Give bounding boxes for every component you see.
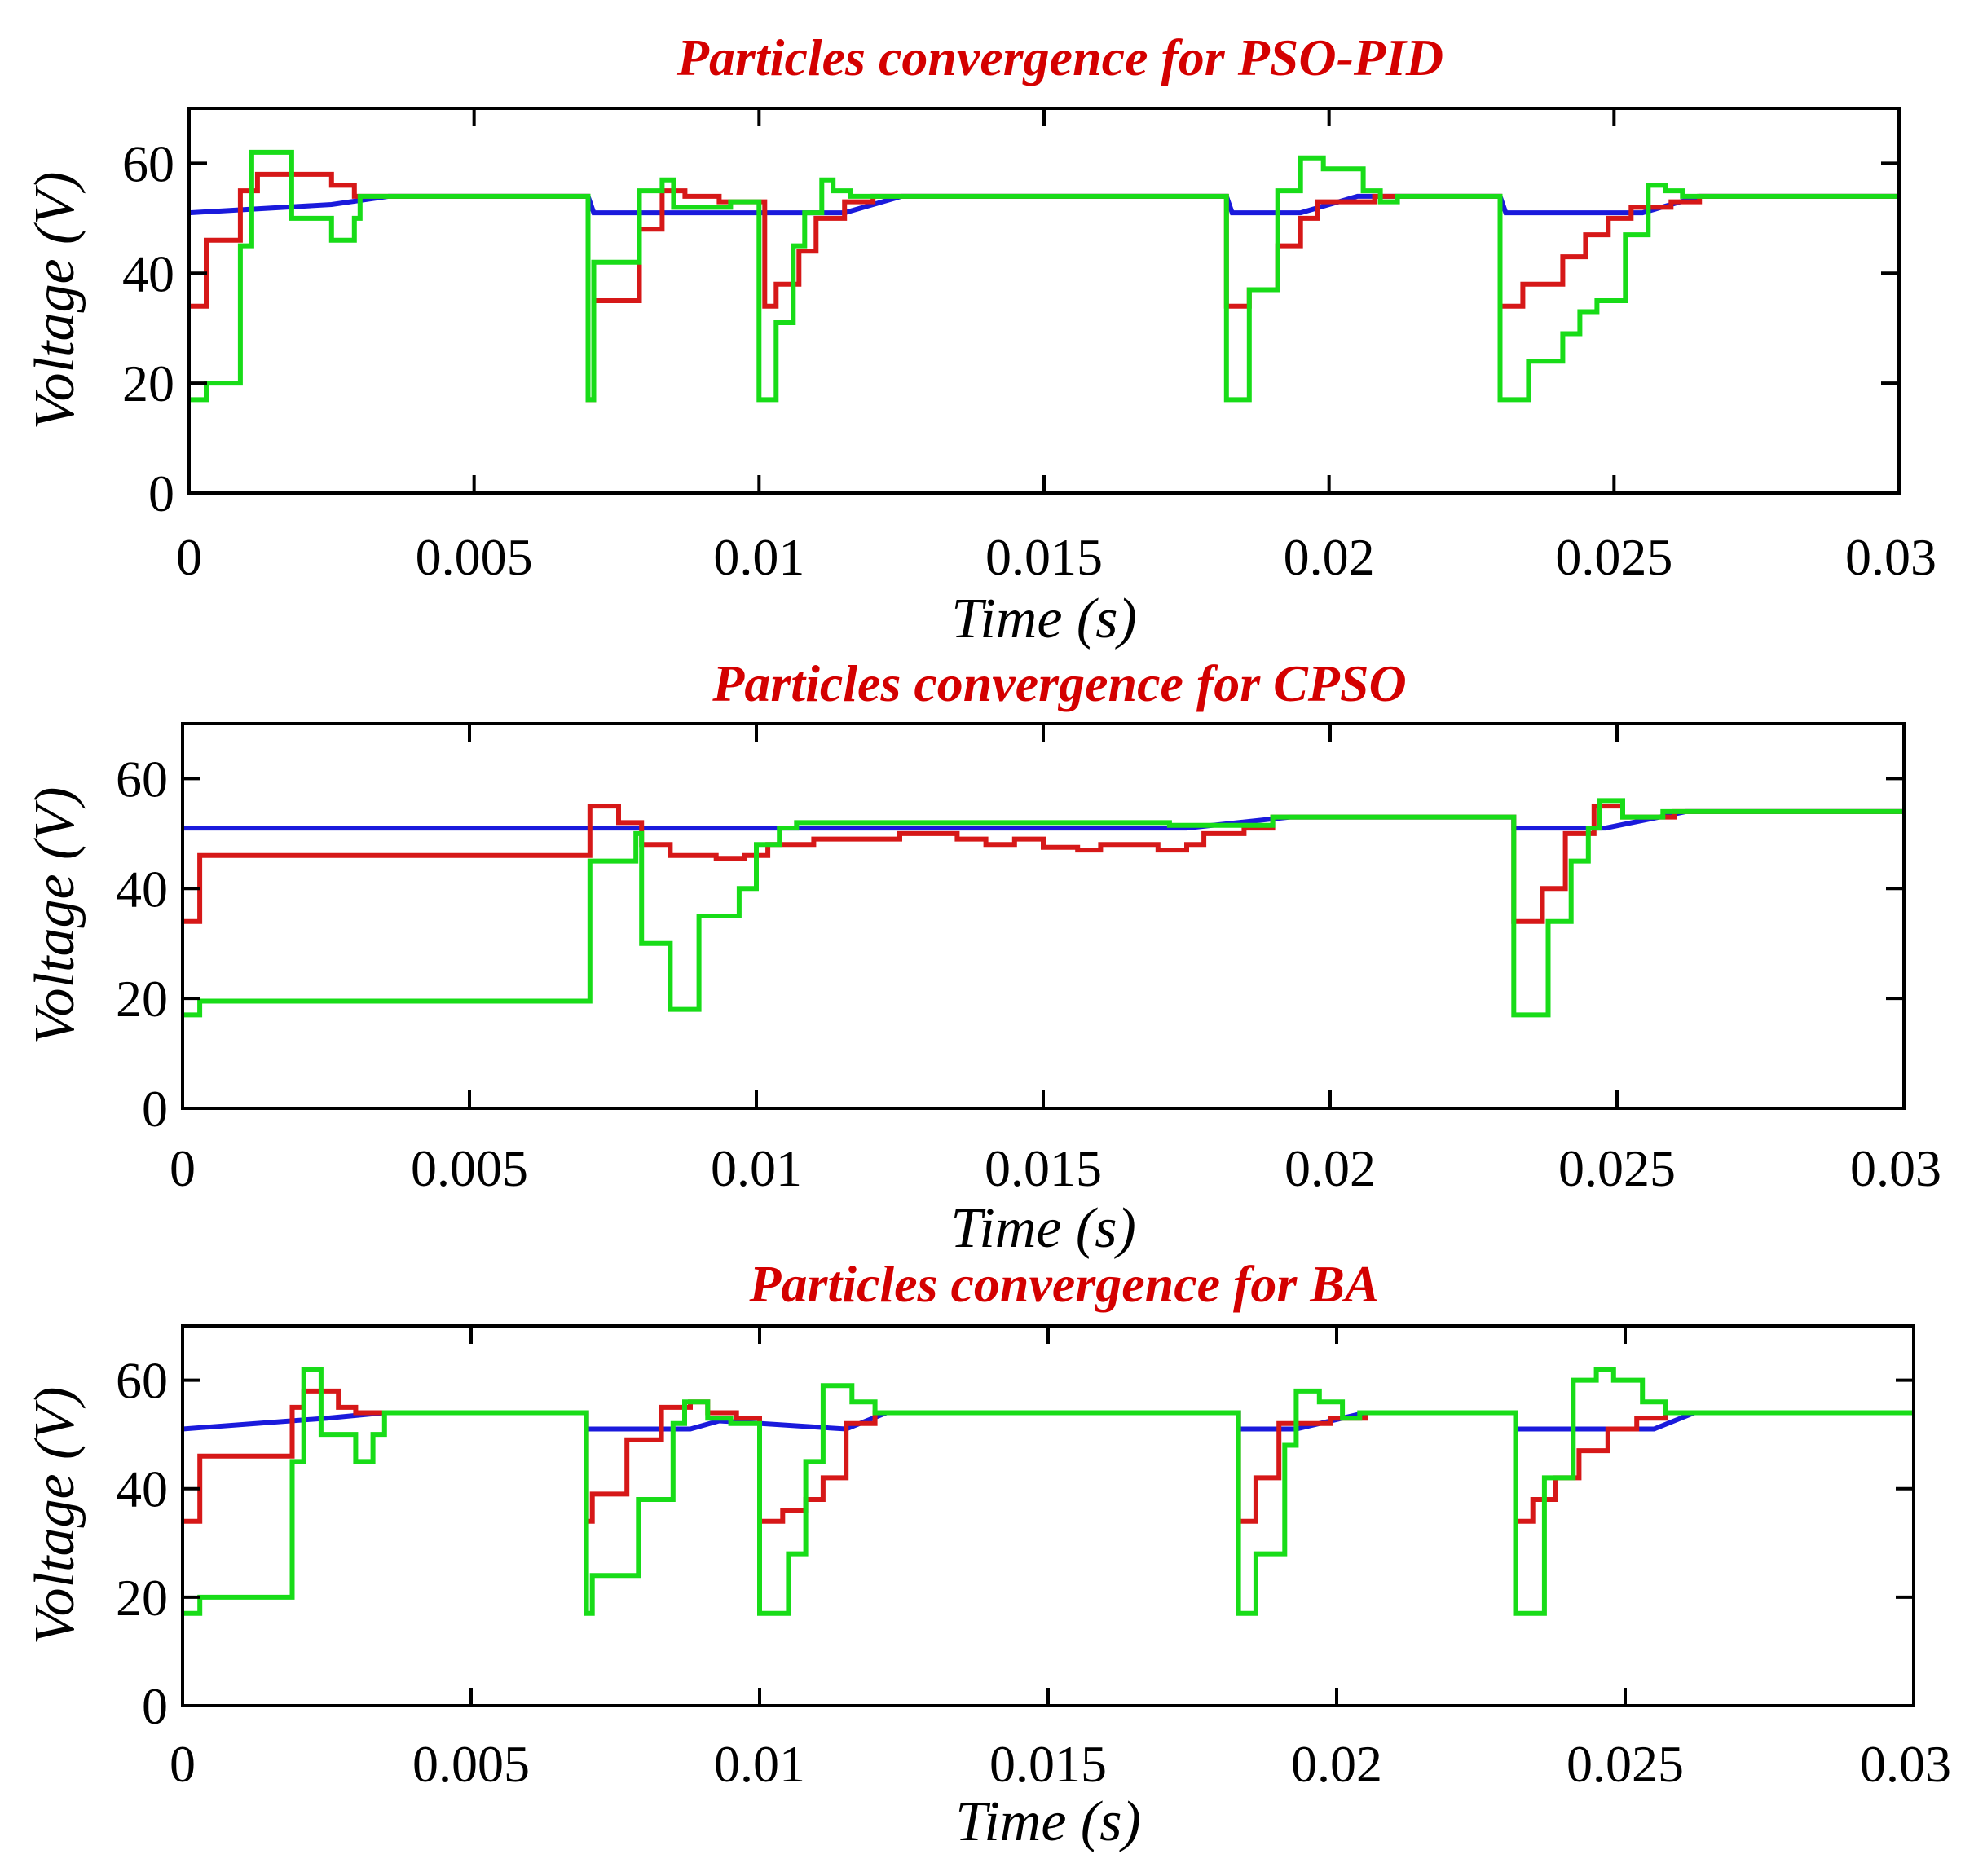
x-tick-label: 0.03 bbox=[1850, 1139, 1941, 1197]
y-tick-label: 60 bbox=[116, 1352, 168, 1410]
y-tick-label: 20 bbox=[122, 355, 174, 412]
chart-panel-1: Particles convergence for PSO-PID 0 20 40 60… bbox=[24, 29, 1937, 650]
series-line-green bbox=[183, 1367, 1914, 1616]
y-tick-label: 40 bbox=[116, 1460, 168, 1518]
plot-frame bbox=[181, 722, 1906, 1110]
y-tick-label: 20 bbox=[116, 970, 168, 1028]
chart-title: Particles convergence for PSO-PID bbox=[676, 29, 1443, 86]
x-tick-label: 0.03 bbox=[1860, 1735, 1951, 1793]
series-line-blue bbox=[183, 808, 1904, 831]
y-tick-label: 0 bbox=[148, 465, 174, 522]
x-tick-label: 0.02 bbox=[1284, 1139, 1376, 1197]
x-tick-label: 0.025 bbox=[1566, 1735, 1684, 1793]
x-axis-label: Time (s) bbox=[950, 1197, 1136, 1260]
y-axis-label: Voltage (V) bbox=[24, 1387, 86, 1645]
series-line-red bbox=[189, 171, 1899, 403]
chart-panel-2: Particles convergence for CPSO 0 20 40 60 0 0.… bbox=[24, 654, 1941, 1260]
chart-panel-3: Particles convergence for BA 0 20 40 60 0 0.00… bbox=[24, 1255, 1951, 1853]
x-tick-label: 0.015 bbox=[985, 528, 1103, 586]
y-tick-label: 20 bbox=[116, 1569, 168, 1627]
plot-frame bbox=[181, 1324, 1915, 1707]
x-tick-label: 0 bbox=[170, 1139, 196, 1197]
x-tick-label: 0 bbox=[176, 528, 202, 586]
y-tick-label: 0 bbox=[142, 1677, 168, 1735]
x-tick-label: 0.01 bbox=[713, 528, 804, 586]
chart-title: Particles convergence for CPSO bbox=[712, 654, 1406, 712]
y-tick-label: 60 bbox=[116, 750, 168, 808]
chart-title: Particles convergence for BA bbox=[748, 1255, 1379, 1313]
series-line-green bbox=[183, 798, 1904, 1018]
series-line-blue bbox=[189, 193, 1899, 216]
x-tick-label: 0.015 bbox=[985, 1139, 1102, 1197]
series-group bbox=[183, 1367, 1914, 1616]
y-tick-label: 60 bbox=[122, 134, 174, 192]
x-tick-label: 0.025 bbox=[1555, 528, 1672, 586]
y-tick-label: 40 bbox=[116, 860, 168, 918]
y-axis-label: Voltage (V) bbox=[24, 172, 86, 430]
series-group bbox=[189, 149, 1899, 403]
x-tick-label: 0.03 bbox=[1845, 528, 1937, 586]
x-tick-label: 0.015 bbox=[989, 1735, 1107, 1793]
x-axis-label: Time (s) bbox=[955, 1790, 1141, 1853]
x-tick-label: 0.01 bbox=[711, 1139, 802, 1197]
x-axis-label: Time (s) bbox=[951, 588, 1137, 650]
x-tick-label: 0.005 bbox=[416, 528, 533, 586]
x-tick-label: 0 bbox=[170, 1735, 196, 1793]
x-tick-label: 0.01 bbox=[714, 1735, 805, 1793]
x-tick-label: 0.02 bbox=[1284, 528, 1375, 586]
plot-frame bbox=[187, 107, 1901, 495]
x-tick-label: 0.02 bbox=[1291, 1735, 1382, 1793]
series-line-red bbox=[183, 804, 1904, 924]
y-tick-label: 40 bbox=[122, 244, 174, 302]
x-tick-label: 0.025 bbox=[1558, 1139, 1676, 1197]
y-tick-label: 0 bbox=[142, 1080, 168, 1138]
series-group bbox=[183, 798, 1904, 1018]
x-tick-label: 0.005 bbox=[411, 1139, 528, 1197]
series-line-green bbox=[189, 149, 1899, 403]
x-tick-label: 0.005 bbox=[412, 1735, 530, 1793]
y-axis-label: Voltage (V) bbox=[24, 787, 86, 1046]
